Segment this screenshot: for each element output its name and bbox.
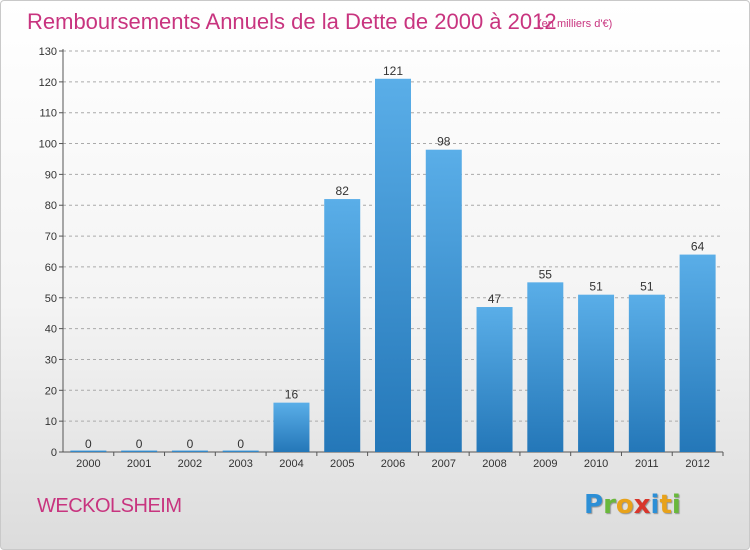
- y-tick-label: 30: [45, 354, 57, 366]
- commune-name: WECKOLSHEIM: [37, 495, 182, 517]
- x-tick-label: 2005: [330, 458, 354, 470]
- x-tick-label: 2011: [635, 458, 659, 470]
- data-label: 0: [187, 437, 194, 451]
- x-tick-label: 2000: [76, 458, 100, 470]
- bar-2010: [578, 294, 615, 452]
- y-tick-label: 10: [45, 416, 57, 428]
- data-label: 98: [437, 135, 451, 149]
- bar-2005: [324, 199, 361, 452]
- data-label: 55: [539, 267, 553, 281]
- data-label: 64: [691, 240, 705, 254]
- y-tick-label: 70: [45, 231, 57, 243]
- bar-2003: [222, 450, 259, 452]
- bar-2004: [273, 402, 310, 452]
- y-tick-label: 60: [45, 262, 57, 274]
- data-label: 51: [640, 280, 654, 294]
- y-tick-label: 90: [45, 169, 57, 181]
- x-tick-label: 2003: [228, 458, 252, 470]
- data-label: 47: [488, 292, 502, 306]
- x-tick-label: 2012: [685, 458, 709, 470]
- bar-2006: [375, 78, 411, 452]
- x-tick-label: 2002: [178, 458, 202, 470]
- data-label: 0: [237, 437, 244, 451]
- data-label: 82: [336, 184, 350, 198]
- x-tick-label: 2010: [584, 458, 608, 470]
- x-tick-label: 2001: [127, 458, 151, 470]
- y-tick-label: 100: [39, 139, 57, 151]
- data-label: 0: [85, 437, 92, 451]
- data-labels: 0 0 0 0 16 82 121 98 47 55 51 51 64: [85, 64, 705, 451]
- x-tick-label: 2006: [381, 458, 405, 470]
- y-tick-label: 130: [39, 46, 57, 58]
- x-tick-label: 2004: [279, 458, 303, 470]
- data-label: 16: [285, 388, 299, 402]
- y-tick-label: 120: [39, 77, 57, 89]
- x-tick-label: 2009: [533, 458, 557, 470]
- bar-2007: [425, 149, 462, 452]
- y-tick-label: 50: [45, 293, 57, 305]
- proxiti-logo[interactable]: Proxiti: [584, 490, 681, 520]
- y-tick-label: 40: [45, 324, 57, 336]
- bar-2008: [476, 307, 513, 452]
- y-tick-label: 110: [39, 108, 57, 120]
- bar-2000: [70, 450, 107, 452]
- y-tick-label: 80: [45, 200, 57, 212]
- chart-title: Remboursements Annuels de la Dette de 20…: [27, 9, 557, 34]
- bar-2002: [171, 450, 208, 452]
- bar-2012: [679, 254, 716, 452]
- data-label: 0: [136, 437, 143, 451]
- y-tick-label: 0: [51, 447, 57, 459]
- chart-subtitle: (en milliers d'€): [538, 18, 613, 30]
- x-tick-label: 2008: [482, 458, 506, 470]
- bar-2011: [628, 294, 665, 452]
- bar-2009: [527, 282, 564, 452]
- data-label: 51: [589, 280, 603, 294]
- data-label: 121: [383, 64, 403, 78]
- x-tick-label: 2007: [432, 458, 456, 470]
- bar-2001: [121, 450, 158, 452]
- y-tick-label: 20: [45, 385, 57, 397]
- bars: [70, 78, 716, 452]
